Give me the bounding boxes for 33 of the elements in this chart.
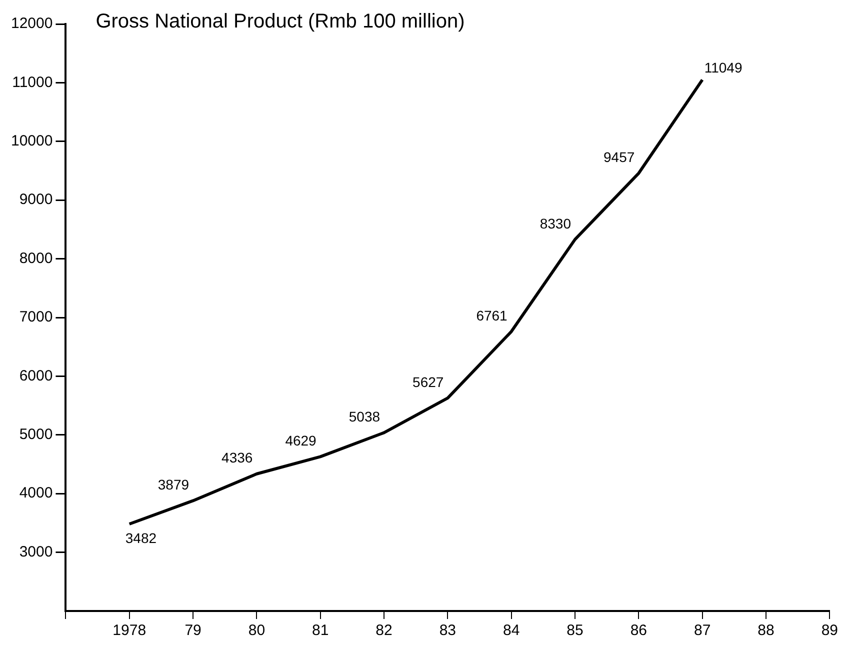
x-tick-label: 88: [758, 622, 774, 640]
chart-title: Gross National Product (Rmb 100 million): [96, 10, 465, 33]
data-label: 3879: [158, 476, 190, 493]
data-label: 5038: [348, 408, 380, 425]
data-label: 5627: [412, 374, 444, 390]
x-tick-label: 80: [248, 622, 266, 640]
x-tick-label: 83: [439, 622, 456, 640]
y-tick-label: 6000: [19, 367, 53, 384]
x-tick-label: 82: [376, 622, 392, 640]
y-tick-label: 5000: [19, 426, 53, 444]
x-tick-label: 81: [312, 622, 329, 640]
y-tick-label: 12000: [10, 15, 53, 32]
y-tick-label: 9000: [19, 191, 53, 208]
y-tick-label: 8000: [19, 250, 53, 267]
y-tick-label: 10000: [10, 132, 53, 150]
x-tick-label: 85: [566, 622, 584, 640]
x-tick-label: 79: [184, 622, 202, 640]
data-label: 11049: [704, 60, 742, 76]
x-tick-label: 84: [503, 622, 520, 640]
data-label: 9457: [604, 149, 635, 166]
y-tick-label: 11000: [12, 74, 53, 91]
data-label: 6761: [476, 307, 508, 324]
data-label: 8330: [540, 215, 572, 232]
data-label: 3482: [125, 530, 157, 546]
x-tick-label: 87: [694, 622, 711, 640]
x-tick-label: 89: [821, 622, 838, 640]
x-tick-label: 1978: [112, 622, 146, 640]
x-tick-label: 86: [630, 622, 648, 640]
data-label: 4629: [285, 432, 317, 449]
data-label: 4336: [222, 450, 253, 466]
y-tick-label: 3000: [19, 543, 53, 560]
y-tick-label: 4000: [19, 484, 53, 502]
y-tick-label: 7000: [19, 308, 53, 326]
